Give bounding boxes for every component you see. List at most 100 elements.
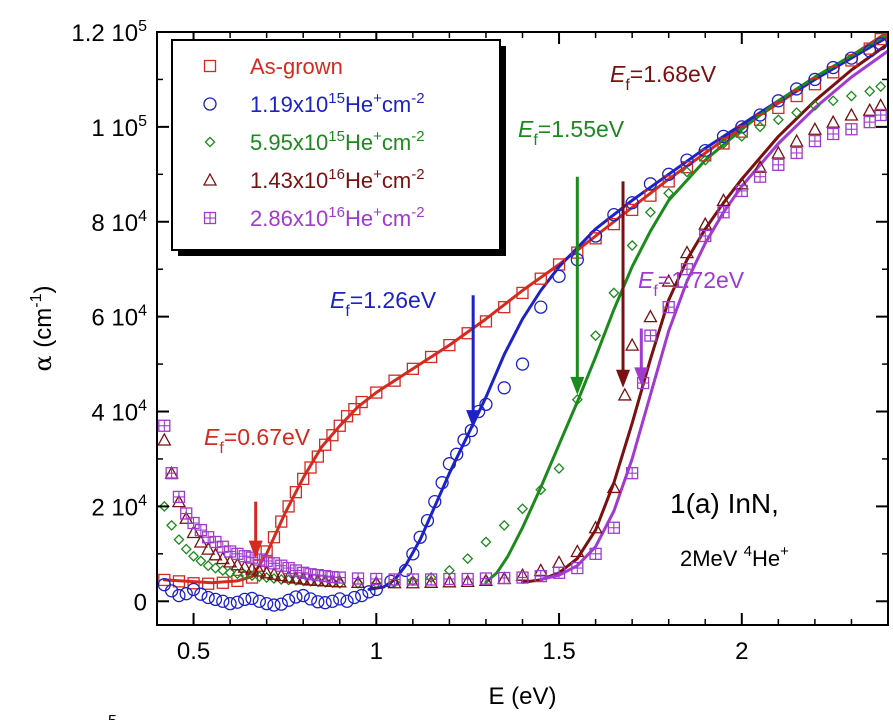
data-point xyxy=(680,153,694,167)
data-point xyxy=(607,217,621,231)
data-point xyxy=(171,494,187,508)
data-point xyxy=(311,569,324,582)
data-point xyxy=(245,551,259,564)
legend-entry: 2.86x1016He+cm-2 xyxy=(250,204,425,231)
data-point xyxy=(808,78,822,91)
arrow-head xyxy=(616,369,631,388)
data-point xyxy=(405,575,420,589)
data-point xyxy=(201,590,215,605)
data-point xyxy=(282,561,295,575)
data-point xyxy=(626,203,639,217)
y-tick-label-base: 2 10 xyxy=(91,494,138,521)
data-point xyxy=(718,137,730,150)
data-point xyxy=(807,121,822,135)
data-point xyxy=(716,193,731,207)
y-axis-exp: -1 xyxy=(28,293,45,307)
data-point xyxy=(789,133,804,147)
data-point xyxy=(790,89,803,103)
fit-line-0 xyxy=(162,32,888,585)
y-tick-label-base: 1.2 10 xyxy=(71,20,138,47)
y-tick-label-base: 0 xyxy=(134,589,147,616)
legend-marker xyxy=(203,59,217,73)
data-point xyxy=(680,161,694,174)
series-4-markers xyxy=(158,108,887,586)
data-point xyxy=(215,551,230,565)
fermi-annotation-4: Ef=1.72eV xyxy=(634,267,745,386)
data-point xyxy=(698,216,713,230)
data-point xyxy=(297,472,310,486)
series-1-markers xyxy=(157,37,888,612)
y-axis-close: ) xyxy=(30,285,57,293)
data-point xyxy=(223,554,238,568)
data-point xyxy=(791,107,803,119)
data-point xyxy=(874,37,888,51)
data-point xyxy=(172,490,186,504)
fermi-annotation-3: Ef=1.68eV xyxy=(610,61,717,388)
fermi-label: Ef=1.26eV xyxy=(330,287,437,320)
data-point xyxy=(789,82,804,96)
data-point xyxy=(753,108,767,122)
data-point xyxy=(551,555,567,569)
data-point xyxy=(442,574,457,588)
data-point xyxy=(808,72,822,87)
data-point xyxy=(844,51,859,65)
data-point xyxy=(864,85,876,97)
data-point xyxy=(297,566,310,579)
data-point xyxy=(736,130,748,142)
data-point xyxy=(179,587,193,601)
data-point xyxy=(435,476,449,490)
data-markers xyxy=(157,32,888,612)
y-axis-unit: (cm xyxy=(30,308,57,348)
data-point xyxy=(607,207,621,222)
data-point xyxy=(194,523,208,537)
data-point xyxy=(158,500,170,512)
y-tick-label-exp: 4 xyxy=(138,492,147,509)
data-point xyxy=(644,329,657,342)
data-point xyxy=(186,525,201,539)
data-point xyxy=(460,573,475,588)
data-point xyxy=(231,547,244,560)
data-point xyxy=(193,534,208,548)
data-point xyxy=(479,315,493,328)
data-point xyxy=(187,516,200,530)
fermi-annotation-1: Ef=1.26eV xyxy=(330,287,481,429)
data-point xyxy=(534,272,547,285)
panel-label: 1(a) InN, 2MeV 4He+ xyxy=(670,488,789,571)
y-tick-label: 8 104 xyxy=(91,208,147,237)
data-point xyxy=(590,330,602,342)
panel-title: 1(a) InN, xyxy=(670,488,779,519)
data-point xyxy=(845,123,858,136)
data-point xyxy=(515,357,530,371)
data-point xyxy=(874,108,887,122)
data-point xyxy=(516,571,529,584)
x-tick-label: 0.5 xyxy=(177,638,210,665)
data-point xyxy=(238,592,252,607)
data-point xyxy=(387,575,402,589)
data-point xyxy=(753,113,767,126)
data-point xyxy=(173,534,185,546)
fermi-annotation-0: Ef=0.67eV xyxy=(204,424,311,559)
data-point xyxy=(643,177,658,191)
data-point xyxy=(282,500,295,513)
data-point xyxy=(735,120,749,134)
data-point xyxy=(464,423,478,438)
data-point xyxy=(662,301,675,314)
data-point xyxy=(862,102,877,116)
data-point xyxy=(304,568,317,581)
legend-marker xyxy=(203,211,217,225)
data-point xyxy=(333,419,346,432)
data-point xyxy=(863,44,877,58)
beam-label: 2MeV 4He+ xyxy=(680,543,789,571)
x-tick-label: 1 xyxy=(370,638,383,665)
data-point xyxy=(362,585,376,599)
data-point xyxy=(588,229,603,243)
x-axis-title: E (eV) xyxy=(488,683,556,710)
data-point xyxy=(318,438,332,451)
data-point xyxy=(260,554,273,568)
data-point xyxy=(771,145,786,159)
data-point xyxy=(202,531,215,544)
fit-line-4 xyxy=(539,49,888,581)
data-point xyxy=(326,429,339,442)
data-point xyxy=(340,594,354,608)
data-point xyxy=(245,591,259,606)
